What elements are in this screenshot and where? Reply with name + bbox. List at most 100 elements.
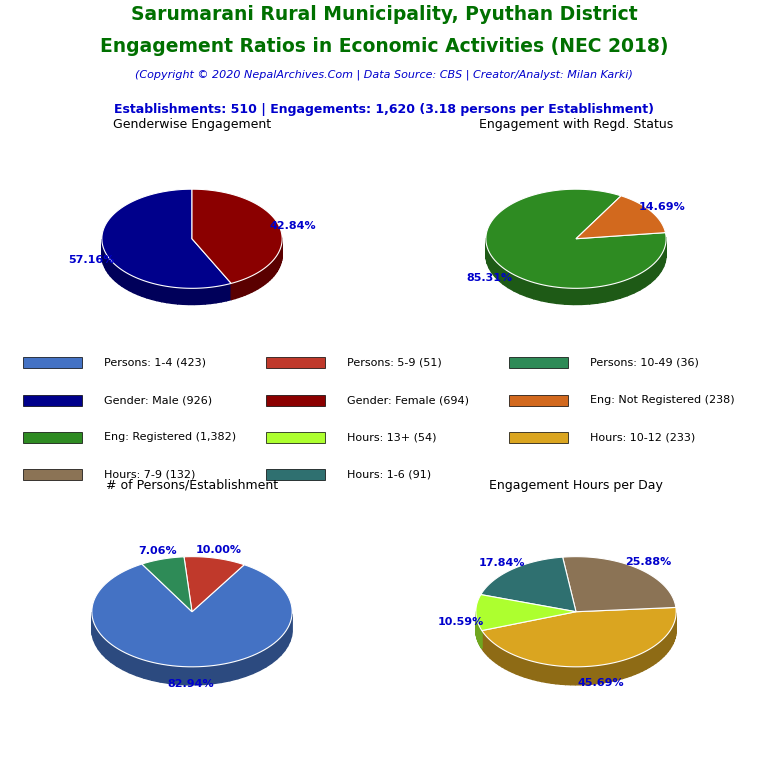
Polygon shape — [590, 287, 598, 304]
Text: (Copyright © 2020 NepalArchives.Com | Data Source: CBS | Creator/Analyst: Milan : (Copyright © 2020 NepalArchives.Com | Da… — [135, 69, 633, 80]
Text: Persons: 10-49 (36): Persons: 10-49 (36) — [591, 358, 700, 368]
Polygon shape — [162, 286, 167, 303]
Polygon shape — [216, 286, 221, 303]
Text: Gender: Male (926): Gender: Male (926) — [104, 395, 212, 406]
Polygon shape — [270, 262, 272, 280]
Polygon shape — [542, 664, 547, 683]
Polygon shape — [130, 655, 137, 676]
Polygon shape — [123, 651, 130, 673]
Polygon shape — [661, 638, 664, 659]
Polygon shape — [255, 273, 257, 290]
Polygon shape — [566, 667, 571, 685]
Polygon shape — [260, 270, 263, 287]
Polygon shape — [489, 252, 492, 273]
Polygon shape — [541, 284, 549, 303]
Text: Eng: Registered (1,382): Eng: Registered (1,382) — [104, 432, 236, 442]
Polygon shape — [231, 283, 235, 300]
Polygon shape — [113, 263, 116, 281]
Polygon shape — [285, 628, 288, 650]
Polygon shape — [621, 280, 627, 298]
Polygon shape — [490, 641, 493, 660]
Polygon shape — [147, 282, 152, 300]
FancyBboxPatch shape — [509, 395, 568, 406]
Polygon shape — [281, 633, 285, 655]
FancyBboxPatch shape — [23, 469, 81, 480]
Polygon shape — [263, 267, 266, 286]
Polygon shape — [614, 662, 618, 681]
Polygon shape — [508, 272, 514, 291]
Polygon shape — [654, 259, 658, 280]
Polygon shape — [195, 667, 204, 685]
Polygon shape — [658, 255, 661, 275]
Polygon shape — [605, 284, 613, 302]
Polygon shape — [627, 658, 631, 677]
Polygon shape — [177, 288, 184, 304]
Polygon shape — [245, 656, 253, 677]
Polygon shape — [670, 628, 671, 649]
Text: 10.59%: 10.59% — [438, 617, 484, 627]
Polygon shape — [94, 622, 96, 645]
Polygon shape — [482, 607, 676, 667]
FancyBboxPatch shape — [266, 469, 325, 480]
Polygon shape — [521, 657, 525, 677]
Text: 45.69%: 45.69% — [577, 677, 624, 687]
Polygon shape — [102, 636, 106, 658]
Polygon shape — [249, 276, 252, 293]
Polygon shape — [192, 189, 282, 283]
Polygon shape — [266, 645, 271, 667]
Polygon shape — [585, 667, 590, 684]
Polygon shape — [278, 251, 280, 270]
Polygon shape — [527, 280, 534, 299]
Polygon shape — [514, 275, 520, 294]
Polygon shape — [187, 667, 195, 685]
Polygon shape — [671, 626, 673, 647]
Polygon shape — [642, 651, 646, 671]
Polygon shape — [144, 660, 152, 680]
Polygon shape — [484, 633, 485, 654]
Text: 85.31%: 85.31% — [466, 273, 513, 283]
Polygon shape — [547, 664, 551, 684]
Polygon shape — [172, 287, 177, 304]
Polygon shape — [221, 285, 227, 302]
Polygon shape — [104, 251, 106, 270]
Polygon shape — [111, 260, 113, 279]
Polygon shape — [653, 645, 656, 665]
Text: 25.88%: 25.88% — [625, 558, 671, 568]
Polygon shape — [650, 263, 654, 283]
Polygon shape — [242, 279, 245, 296]
Polygon shape — [516, 656, 521, 676]
Text: 7.06%: 7.06% — [138, 546, 177, 556]
Polygon shape — [169, 665, 177, 684]
Polygon shape — [573, 288, 581, 305]
Polygon shape — [184, 557, 244, 612]
Polygon shape — [565, 288, 573, 305]
Polygon shape — [167, 286, 172, 303]
Text: 57.16%: 57.16% — [68, 254, 114, 265]
Polygon shape — [549, 286, 557, 303]
Polygon shape — [635, 654, 639, 674]
FancyBboxPatch shape — [509, 357, 568, 369]
Text: Engagement Hours per Day: Engagement Hours per Day — [489, 478, 663, 492]
Polygon shape — [658, 641, 661, 661]
Polygon shape — [481, 557, 576, 612]
Text: Engagement with Regd. Status: Engagement with Regd. Status — [479, 118, 673, 131]
Polygon shape — [272, 260, 273, 278]
Polygon shape — [645, 266, 650, 286]
Polygon shape — [238, 280, 242, 297]
Polygon shape — [646, 649, 650, 669]
Polygon shape — [273, 257, 276, 276]
Polygon shape — [505, 650, 509, 670]
Polygon shape — [512, 654, 516, 674]
Polygon shape — [137, 657, 144, 678]
Polygon shape — [557, 287, 565, 304]
Text: Hours: 10-12 (233): Hours: 10-12 (233) — [591, 432, 696, 442]
Polygon shape — [189, 288, 194, 305]
Polygon shape — [674, 621, 675, 641]
Polygon shape — [230, 660, 237, 680]
Polygon shape — [205, 287, 210, 304]
Polygon shape — [575, 667, 581, 685]
Polygon shape — [590, 666, 595, 684]
Polygon shape — [493, 643, 495, 663]
Text: Persons: 1-4 (423): Persons: 1-4 (423) — [104, 358, 206, 368]
Polygon shape — [533, 661, 538, 680]
